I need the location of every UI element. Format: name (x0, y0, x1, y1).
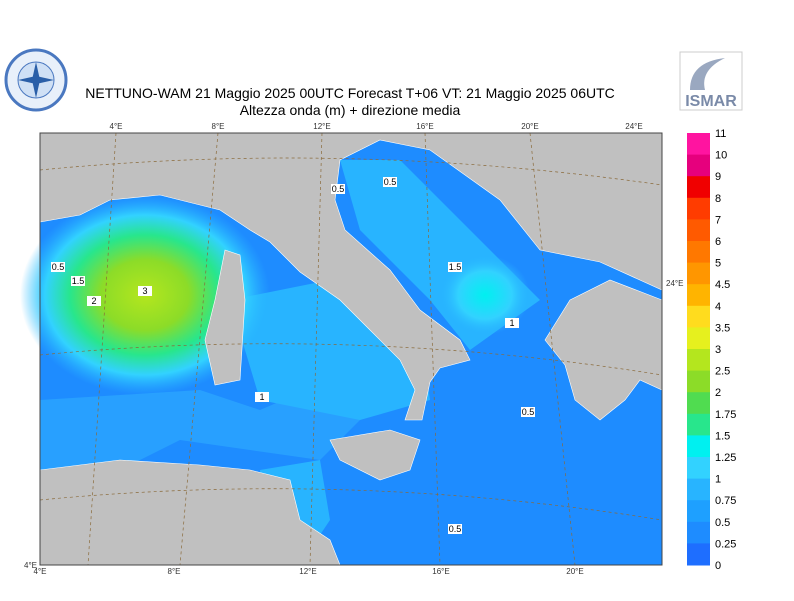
colorbar-swatch (687, 219, 710, 242)
colorbar-label: 1 (715, 474, 721, 486)
colorbar-swatch (687, 197, 710, 220)
contour-label: 0.5 (384, 177, 397, 187)
contour-label-bg (51, 262, 65, 272)
contour-label: 0.5 (52, 262, 65, 272)
contour-label: 0.5 (449, 524, 462, 534)
lon-label: 12°E (299, 567, 316, 576)
colorbar-label: 2 (715, 387, 721, 399)
colorbar-label: 1.75 (715, 409, 736, 421)
contour-label-bg (448, 262, 462, 272)
contour-label-bg (448, 524, 462, 534)
lon-label: 4°E (110, 122, 123, 131)
lat-label: 24°E (666, 279, 683, 288)
logo-right: ISMAR (679, 51, 743, 111)
colorbar-label: 2.5 (715, 366, 730, 378)
colorbar-swatch (687, 262, 710, 285)
colorbar-swatch (687, 133, 710, 156)
title: NETTUNO-WAM 21 Maggio 2025 00UTC Forecas… (85, 85, 615, 101)
colorbar-label: 4 (715, 301, 721, 313)
colorbar-label: 7 (715, 214, 721, 226)
contour-label-bg (521, 407, 535, 417)
colorbar-swatch (687, 370, 710, 393)
contour-label-bg (505, 318, 519, 328)
colorbar-swatch (687, 521, 710, 544)
colorbar-swatch (687, 176, 710, 199)
contour-label-bg (255, 392, 269, 402)
lon-label: 8°E (212, 122, 225, 131)
colorbar-swatch (687, 500, 710, 523)
colorbar-label: 11 (715, 128, 726, 140)
contour-label: 0.5 (332, 184, 345, 194)
colorbar-label: 1.5 (715, 430, 730, 442)
colorbar-label: 10 (715, 150, 727, 162)
contour-label: 0.5 (522, 407, 535, 417)
colorbar-label: 3.5 (715, 322, 730, 334)
colorbar-swatch (687, 327, 710, 350)
lon-label: 24°E (625, 122, 642, 131)
colorbar-label: 8 (715, 193, 721, 205)
colorbar-swatch (687, 543, 710, 566)
colorbar-swatch (687, 392, 710, 415)
colorbar-swatch (687, 284, 710, 307)
subtitle: Altezza onda (m) + direzione media (240, 102, 461, 118)
colorbar-label: 3 (715, 344, 721, 356)
lon-label: 16°E (416, 122, 433, 131)
logo-left (4, 48, 68, 112)
colorbar-label: 9 (715, 171, 721, 183)
map (20, 132, 663, 566)
colorbar-label: 5 (715, 258, 721, 270)
contour-label: 1.5 (449, 262, 462, 272)
lon-label: 8°E (168, 567, 181, 576)
contour-label: 3 (142, 286, 147, 296)
colorbar-swatch (687, 435, 710, 458)
contour-label-bg (71, 276, 85, 286)
colorbar-label: 0.5 (715, 517, 730, 529)
contour-label-bg (331, 184, 345, 194)
colorbar-swatch (687, 154, 710, 177)
lon-label: 4°E (34, 567, 47, 576)
colorbar-swatch (687, 241, 710, 264)
colorbar-swatch (687, 478, 710, 501)
colorbar-swatch (687, 349, 710, 372)
contour-label: 1 (259, 392, 264, 402)
lon-label: 20°E (566, 567, 583, 576)
colorbar-swatch (687, 413, 710, 436)
contour-label: 2 (91, 296, 96, 306)
lon-label: 20°E (521, 122, 538, 131)
colorbar-label: 4.5 (715, 279, 730, 291)
lon-label: 16°E (432, 567, 449, 576)
colorbar-label: 0.25 (715, 538, 736, 550)
lat-label: 4°E (24, 561, 37, 570)
colorbar-label: 0 (715, 560, 721, 572)
colorbar-swatch (687, 457, 710, 480)
colorbar-swatch (687, 305, 710, 328)
lon-label: 12°E (313, 122, 330, 131)
contour-label-bg (383, 177, 397, 187)
contour-label: 1.5 (72, 276, 85, 286)
colorbar-label: 0.75 (715, 495, 736, 507)
contour-label-bg (87, 296, 101, 306)
colorbar-label: 1.25 (715, 452, 736, 464)
contour-label: 1 (509, 318, 514, 328)
contour-label-bg (138, 286, 152, 296)
colorbar-label: 6 (715, 236, 721, 248)
logo-text: ISMAR (685, 93, 737, 110)
